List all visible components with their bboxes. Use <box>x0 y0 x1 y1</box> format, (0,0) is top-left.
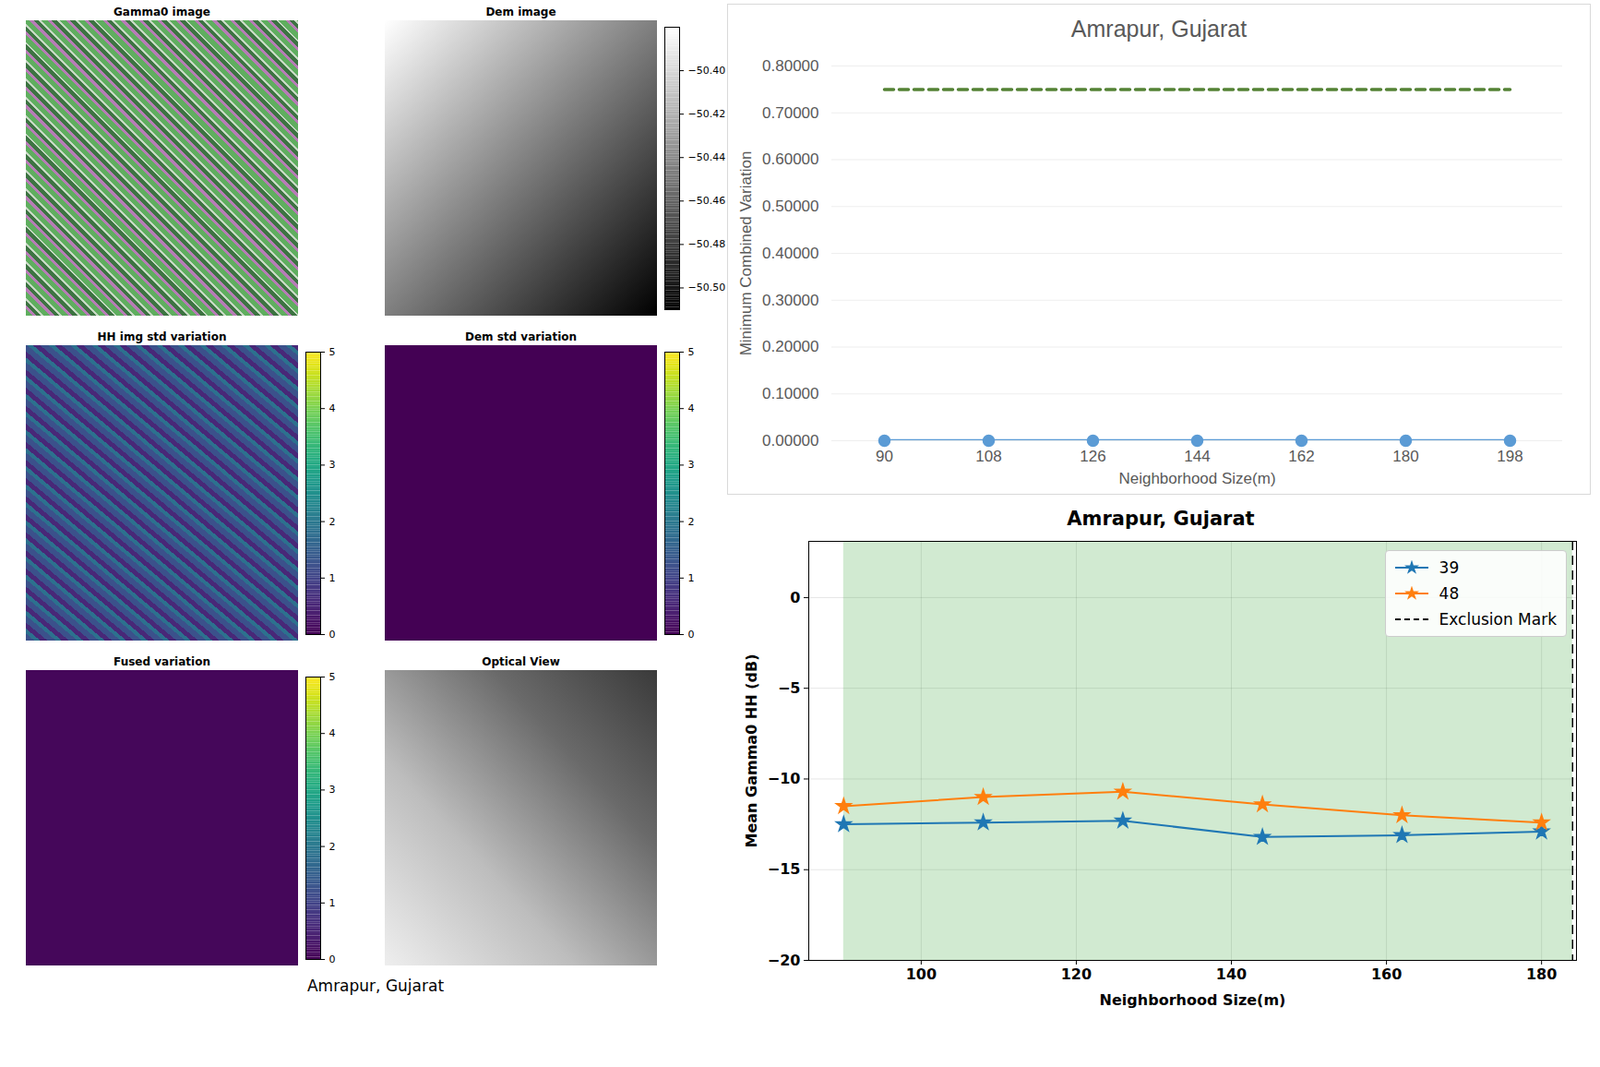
svg-text:0.20000: 0.20000 <box>762 337 819 356</box>
svg-text:2: 2 <box>329 840 336 853</box>
svg-text:0.10000: 0.10000 <box>762 384 819 403</box>
svg-text:100: 100 <box>906 965 937 983</box>
svg-text:4: 4 <box>329 402 336 415</box>
html-text:Exclusion Mark: Exclusion Mark <box>1439 609 1557 629</box>
svg-text:3: 3 <box>329 458 336 471</box>
html-text:Fused variation: Fused variation <box>113 655 211 669</box>
svg-text:140: 140 <box>1216 965 1247 983</box>
svg-text:3: 3 <box>688 458 695 471</box>
html-text:Amrapur, Gujarat: Amrapur, Gujarat <box>307 976 444 995</box>
html-text:48: 48 <box>1439 584 1460 603</box>
svg-text:0.50000: 0.50000 <box>762 197 819 215</box>
svg-text:3: 3 <box>329 783 336 796</box>
svg-text:0.80000: 0.80000 <box>762 57 819 75</box>
svg-text:0: 0 <box>329 628 336 641</box>
svg-text:0.40000: 0.40000 <box>762 244 819 263</box>
svg-text:160: 160 <box>1371 965 1402 983</box>
svg-text:120: 120 <box>1061 965 1092 983</box>
svg-text:−50.48: −50.48 <box>688 238 727 251</box>
svg-text:0.30000: 0.30000 <box>762 291 819 310</box>
html-text:Amrapur, Gujarat: Amrapur, Gujarat <box>1066 507 1255 530</box>
html-text:39: 39 <box>1439 558 1460 577</box>
html-text:Dem image: Dem image <box>485 5 557 19</box>
svg-text:90: 90 <box>875 447 894 466</box>
svg-text:1: 1 <box>688 572 695 585</box>
svg-text:0.70000: 0.70000 <box>762 104 819 122</box>
svg-text:−5: −5 <box>777 679 801 697</box>
html-text:Gamma0 image: Gamma0 image <box>113 5 211 19</box>
svg-text:0.60000: 0.60000 <box>762 150 819 168</box>
svg-text:126: 126 <box>1079 447 1106 466</box>
svg-text:0.00000: 0.00000 <box>762 431 819 450</box>
svg-text:−50.42: −50.42 <box>688 107 727 120</box>
svg-text:108: 108 <box>975 447 1002 466</box>
svg-text:−10: −10 <box>767 769 801 788</box>
svg-text:4: 4 <box>329 727 336 740</box>
html-text:Optical View: Optical View <box>481 655 560 669</box>
svg-text:180: 180 <box>1392 447 1419 466</box>
svg-text:4: 4 <box>688 402 695 415</box>
svg-text:−50.40: −50.40 <box>688 64 727 77</box>
svg-text:Neighborhood Size(m): Neighborhood Size(m) <box>1099 991 1287 1009</box>
svg-text:5: 5 <box>688 346 695 359</box>
svg-text:5: 5 <box>329 346 336 359</box>
svg-text:Mean Gamma0 HH (dB): Mean Gamma0 HH (dB) <box>742 654 761 848</box>
svg-text:144: 144 <box>1183 447 1210 466</box>
html-text:Amrapur, Gujarat: Amrapur, Gujarat <box>1071 15 1247 42</box>
svg-text:−50.50: −50.50 <box>688 281 727 294</box>
svg-text:−15: −15 <box>767 859 801 878</box>
svg-text:−50.46: −50.46 <box>688 194 727 207</box>
svg-text:Neighborhood Size(m): Neighborhood Size(m) <box>1118 469 1276 488</box>
svg-text:1: 1 <box>329 896 336 909</box>
svg-text:5: 5 <box>329 670 336 683</box>
svg-text:0: 0 <box>329 953 336 966</box>
svg-text:0: 0 <box>789 588 800 607</box>
svg-text:162: 162 <box>1288 447 1314 466</box>
svg-text:Minimum Combined Variation: Minimum Combined Variation <box>737 151 755 357</box>
svg-text:−20: −20 <box>767 951 801 969</box>
html-text:HH img std variation: HH img std variation <box>97 330 227 344</box>
svg-text:1: 1 <box>329 572 336 585</box>
svg-text:2: 2 <box>688 515 695 528</box>
html-text:Dem std variation: Dem std variation <box>464 330 577 344</box>
svg-text:0: 0 <box>688 628 695 641</box>
svg-text:180: 180 <box>1526 965 1557 983</box>
svg-text:2: 2 <box>329 515 336 528</box>
svg-text:−50.44: −50.44 <box>688 151 727 164</box>
svg-text:198: 198 <box>1496 447 1523 466</box>
